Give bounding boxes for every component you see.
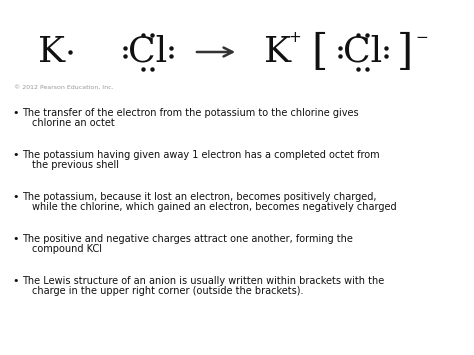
- Text: The Lewis structure of an anion is usually written within brackets with the: The Lewis structure of an anion is usual…: [22, 276, 384, 286]
- Text: charge in the upper right corner (outside the brackets).: charge in the upper right corner (outsid…: [32, 286, 303, 296]
- Text: chlorine an octet: chlorine an octet: [32, 118, 115, 128]
- Text: −: −: [416, 31, 428, 45]
- Text: Cl: Cl: [128, 35, 168, 69]
- Text: The potassium having given away 1 electron has a completed octet from: The potassium having given away 1 electr…: [22, 150, 380, 160]
- Text: the previous shell: the previous shell: [32, 160, 119, 170]
- Text: while the chlorine, which gained an electron, becomes negatively charged: while the chlorine, which gained an elec…: [32, 202, 397, 212]
- Text: •: •: [12, 150, 18, 160]
- Text: •: •: [12, 192, 18, 202]
- Text: The transfer of the electron from the potassium to the chlorine gives: The transfer of the electron from the po…: [22, 108, 359, 118]
- Text: •: •: [12, 108, 18, 118]
- Text: ]: ]: [397, 31, 413, 73]
- Text: +: +: [289, 31, 301, 45]
- Text: The positive and negative charges attract one another, forming the: The positive and negative charges attrac…: [22, 234, 353, 244]
- Text: K: K: [38, 35, 65, 69]
- Text: K: K: [264, 35, 292, 69]
- Text: [: [: [312, 31, 328, 73]
- Text: •: •: [12, 234, 18, 244]
- Text: Cl: Cl: [343, 35, 383, 69]
- Text: © 2012 Pearson Education, Inc.: © 2012 Pearson Education, Inc.: [14, 85, 114, 90]
- Text: The potassium, because it lost an electron, becomes positively charged,: The potassium, because it lost an electr…: [22, 192, 376, 202]
- Text: compound KCl: compound KCl: [32, 244, 102, 254]
- Text: •: •: [12, 276, 18, 286]
